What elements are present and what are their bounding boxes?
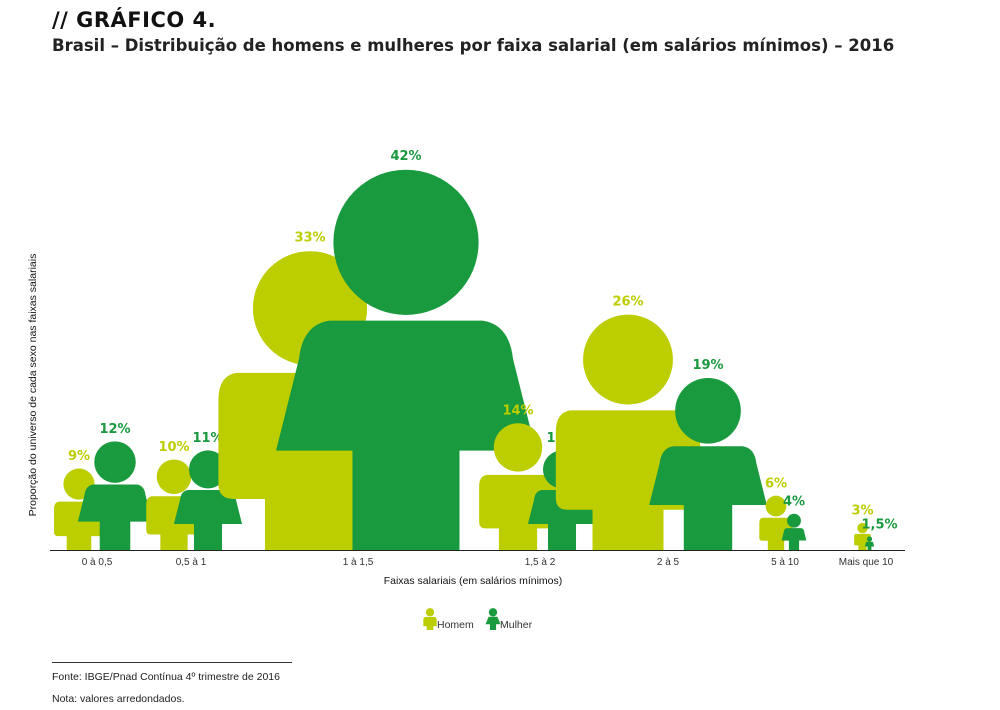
x-axis-title: Faixas salariais (em salários mínimos) — [384, 575, 563, 587]
mulher-figure-1-body — [173, 489, 243, 550]
chart-heading: // GRÁFICO 4. Brasil – Distribuição de h… — [52, 8, 894, 55]
legend-mulher-icon — [485, 608, 501, 630]
homem-figure-4 — [555, 314, 701, 550]
homem-figure-1-head — [156, 459, 192, 495]
chart-subtitle: Brasil – Distribuição de homens e mulher… — [52, 36, 895, 55]
homem-figure-5-head — [765, 495, 787, 517]
homem-value-label-1: 10% — [158, 440, 189, 455]
mulher-value-label-0: 12% — [99, 422, 130, 437]
legend-homem-icon — [423, 608, 437, 630]
mulher-figure-4-head — [675, 377, 741, 444]
x-tick-label-1: 0,5 à 1 — [176, 557, 207, 568]
legend-homem-label: Homem — [437, 619, 474, 631]
mulher-value-label-2: 42% — [390, 149, 421, 164]
mulher-figure-2 — [276, 169, 536, 550]
homem-figure-4-head — [583, 314, 673, 405]
homem-figure-6-head — [857, 522, 868, 534]
homem-value-label-3: 14% — [502, 404, 533, 419]
homem-figure-3-head — [493, 423, 543, 472]
legend-homem-icon-head — [425, 608, 435, 617]
note-text: Nota: valores arredondados. — [52, 693, 185, 705]
homem-value-label-4: 26% — [612, 294, 643, 309]
homem-figure-6-body — [854, 533, 871, 550]
x-tick-label-4: 2 à 5 — [657, 557, 680, 568]
source-text: Fonte: IBGE/Pnad Contínua 4º trimestre d… — [52, 671, 280, 683]
mulher-figure-1 — [173, 450, 243, 550]
mulher-figure-0 — [77, 441, 153, 550]
y-axis-title: Proporção do universo de cada sexo nas f… — [27, 254, 39, 517]
homem-figure-5-body — [759, 517, 793, 550]
mulher-figure-6 — [864, 536, 875, 550]
mulher-figure-2-head — [333, 169, 479, 315]
homem-value-label-0: 9% — [68, 449, 90, 464]
x-tick-label-3: 1,5 à 2 — [525, 557, 556, 568]
legend-mulher-icon-body — [485, 616, 501, 630]
legend-homem-icon-body — [423, 617, 437, 630]
legend-mulher-icon-head — [488, 608, 498, 617]
x-tick-label-0: 0 à 0,5 — [82, 557, 113, 568]
x-tick-label-5: 5 à 10 — [771, 557, 799, 568]
homem-figure-5 — [759, 495, 793, 550]
mulher-figure-0-body — [77, 484, 153, 550]
chart-label: // GRÁFICO 4. — [52, 8, 217, 32]
mulher-value-label-1: 11% — [192, 431, 223, 446]
x-tick-label-6: Mais que 10 — [839, 557, 894, 568]
pictogram-chart: Proporção do universo de cada sexo nas f… — [27, 149, 905, 631]
mulher-value-label-5: 4% — [783, 495, 805, 510]
mulher-value-label-4: 19% — [692, 358, 723, 373]
homem-figure-6 — [854, 522, 871, 550]
legend-mulher-label: Mulher — [500, 619, 533, 631]
mulher-figure-2-body — [276, 320, 536, 550]
mulher-figure-6-head — [866, 536, 873, 542]
source-block: Fonte: IBGE/Pnad Contínua 4º trimestre d… — [52, 662, 292, 710]
x-tick-label-2: 1 à 1,5 — [343, 557, 374, 568]
mulher-figure-6-body — [864, 541, 875, 550]
mulher-figure-5-head — [787, 513, 801, 528]
homem-value-label-2: 33% — [294, 231, 325, 246]
mulher-figure-5 — [781, 513, 807, 550]
mulher-figure-4 — [649, 377, 767, 550]
mulher-figure-1-head — [188, 450, 228, 489]
homem-figure-4-body — [555, 410, 701, 550]
mulher-figure-4-body — [649, 446, 767, 550]
homem-value-label-5: 6% — [765, 476, 787, 491]
mulher-figure-0-head — [94, 441, 136, 483]
mulher-figure-5-body — [781, 528, 807, 550]
mulher-value-label-6: 1,5% — [861, 517, 897, 532]
homem-value-label-6: 3% — [851, 504, 873, 519]
